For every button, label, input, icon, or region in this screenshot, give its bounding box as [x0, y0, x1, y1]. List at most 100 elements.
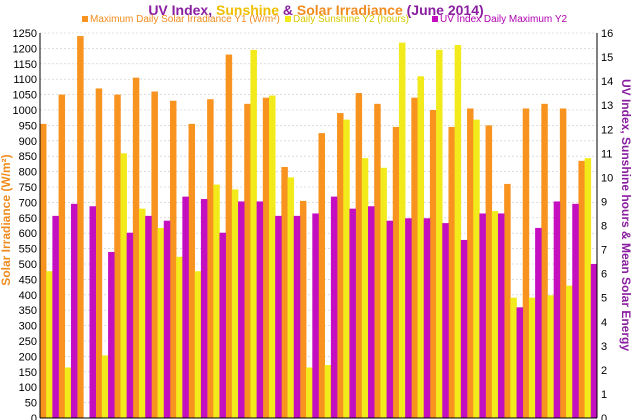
y-tick-left: 950: [19, 120, 37, 132]
bar-series-3: [368, 206, 375, 418]
y-tick-left: 0: [31, 413, 37, 420]
bar-series-3: [89, 206, 96, 418]
y-tick-left: 1250: [13, 28, 37, 40]
title-part: (June 2014): [403, 2, 484, 18]
y-tick-right: 13: [601, 100, 613, 112]
legend-swatch: [285, 16, 291, 22]
title-part: &: [279, 2, 297, 18]
bar-series-3: [145, 215, 152, 418]
y-tick-left: 700: [19, 197, 37, 209]
bar-series-2: [491, 211, 499, 418]
bar-series-1: [225, 54, 233, 419]
title-part: Sunshine: [216, 2, 279, 18]
bar-series-1: [188, 123, 196, 419]
y-tick-left: 1050: [13, 90, 37, 102]
bar-series-1: [299, 200, 307, 418]
y-tick-right: 10: [601, 172, 613, 184]
bar-series-3: [126, 232, 134, 418]
bar-series-1: [559, 108, 567, 419]
chart-title: UV Index, Sunshine & Solar Irradiance (J…: [148, 2, 483, 18]
bar-series-1: [429, 110, 437, 418]
y-tick-right: 3: [601, 341, 607, 353]
bar-series-3: [200, 199, 208, 418]
y-tick-left: 850: [19, 151, 37, 163]
y-tick-left: 250: [19, 336, 37, 348]
y-tick-right: 9: [601, 196, 607, 208]
y-tick-left: 50: [25, 398, 37, 410]
bar-series-1: [114, 94, 121, 418]
y-tick-left: 1000: [13, 105, 37, 117]
bar-series-3: [460, 239, 468, 418]
bar-series-2: [287, 177, 295, 418]
bar-series-2: [510, 297, 517, 418]
bar-series-1: [169, 100, 177, 418]
bar-series-1: [77, 36, 84, 419]
bar-series-2: [380, 167, 387, 418]
bar-series-3: [479, 213, 486, 418]
bar-series-3: [553, 201, 561, 418]
bar-series-2: [547, 295, 554, 418]
bars: [40, 36, 598, 419]
bar-series-3: [275, 215, 282, 418]
bar-series-3: [516, 307, 524, 418]
bar-series-1: [522, 108, 530, 419]
y-tick-left: 800: [19, 167, 37, 179]
bar-series-2: [268, 95, 276, 418]
bar-series-3: [219, 232, 226, 418]
bar-series-2: [454, 45, 462, 418]
bar-series-3: [572, 203, 579, 418]
bar-series-2: [398, 42, 406, 418]
bar-series-3: [238, 201, 245, 418]
bar-series-1: [95, 88, 103, 418]
bar-series-2: [176, 256, 183, 418]
bar-series-2: [528, 297, 536, 418]
bar-series-1: [132, 77, 140, 418]
bar-series-3: [312, 213, 319, 418]
y-tick-right: 12: [601, 124, 613, 136]
bar-series-2: [417, 76, 425, 418]
bar-series-1: [40, 123, 47, 419]
tick-labels: 0501001502002503003504004505005506006507…: [13, 28, 614, 420]
title-part: ,: [208, 2, 216, 18]
bar-series-1: [485, 125, 493, 419]
bar-series-3: [293, 215, 301, 418]
bar-series-3: [52, 215, 59, 418]
y-tick-left: 450: [19, 274, 37, 286]
bar-series-1: [262, 97, 270, 419]
legend-label: Maximum Daily Solar Irradiance Y1 (W/m²): [90, 14, 280, 25]
bar-series-3: [405, 218, 412, 418]
bar-series-3: [349, 208, 356, 418]
y-tick-right: 4: [601, 317, 607, 329]
bar-series-3: [590, 264, 598, 418]
bar-series-2: [566, 285, 573, 418]
bar-series-2: [250, 49, 257, 418]
y-tick-left: 550: [19, 244, 37, 256]
bar-series-1: [281, 166, 288, 418]
bar-series-1: [504, 183, 511, 418]
y-tick-right: 1: [601, 389, 607, 401]
y-tick-right: 5: [601, 293, 607, 305]
bar-series-2: [157, 227, 165, 418]
y-tick-left: 750: [19, 182, 37, 194]
bar-series-2: [64, 367, 72, 418]
y-tick-left: 400: [19, 290, 37, 302]
y-tick-left: 1200: [13, 43, 37, 55]
axes: [39, 33, 598, 419]
bar-series-3: [423, 218, 431, 418]
bar-series-2: [101, 355, 109, 418]
bar-series-1: [578, 160, 585, 418]
y-tick-left: 650: [19, 213, 37, 225]
bar-series-3: [442, 223, 449, 418]
bar-series-2: [436, 49, 443, 418]
bar-series-2: [473, 119, 480, 418]
bar-series-3: [330, 196, 338, 418]
y-tick-left: 150: [19, 367, 37, 379]
y-axis-right-label: UV Index, Sunshine hours & Mean Solar En…: [619, 79, 633, 351]
y-tick-right: 16: [601, 28, 613, 40]
y-tick-right: 14: [601, 76, 613, 88]
bar-series-1: [244, 103, 251, 418]
bar-series-1: [448, 126, 455, 418]
title-part: UV Index: [148, 2, 208, 18]
bar-series-1: [207, 99, 214, 418]
bar-series-2: [324, 365, 332, 418]
